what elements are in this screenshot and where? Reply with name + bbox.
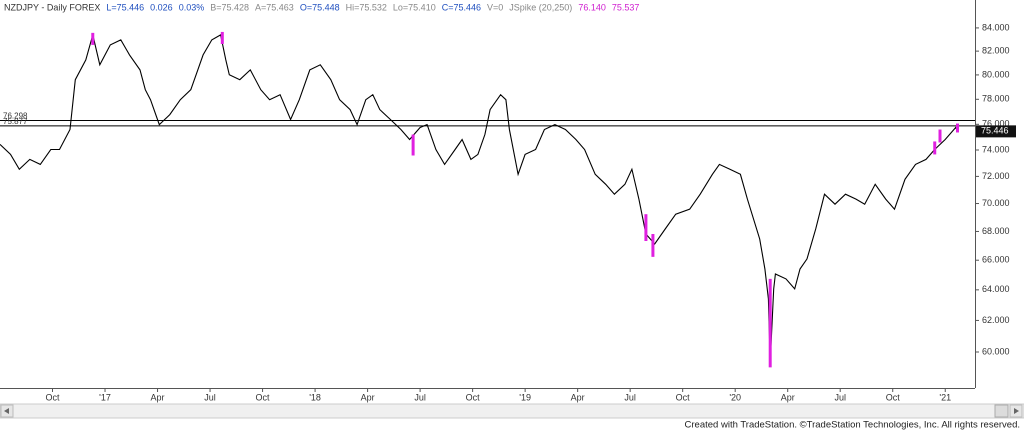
header-item: 76.140 xyxy=(578,2,606,12)
x-tick-label: Oct xyxy=(46,392,61,402)
y-tick-label: 80.000 xyxy=(982,69,1010,79)
y-tick-label: 62.000 xyxy=(982,315,1010,325)
y-tick-label: 76.000 xyxy=(982,119,1010,129)
header-item: Lo=75.410 xyxy=(393,2,436,12)
header-item: O=75.448 xyxy=(300,2,340,12)
scroll-left-arrow xyxy=(4,408,9,414)
header-item: A=75.463 xyxy=(255,2,294,12)
y-tick-label: 84.000 xyxy=(982,22,1010,32)
header-item: Hi=75.532 xyxy=(346,2,387,12)
x-tick-label: Apr xyxy=(361,392,375,402)
y-tick-label: 72.000 xyxy=(982,171,1010,181)
x-tick-label: Apr xyxy=(151,392,165,402)
header-item: 75.537 xyxy=(612,2,640,12)
y-tick-label: 78.000 xyxy=(982,94,1010,104)
horizontal-line-label: 76.298 xyxy=(3,112,28,121)
y-tick-label: 64.000 xyxy=(982,284,1010,294)
horizontal-line-label: 75.877 xyxy=(3,117,28,126)
header-item: JSpike (20,250) xyxy=(509,2,572,12)
price-line xyxy=(0,34,958,363)
x-tick-label: '18 xyxy=(309,392,321,402)
x-tick-label: Oct xyxy=(466,392,481,402)
x-tick-label: '17 xyxy=(99,392,111,402)
x-tick-label: '19 xyxy=(519,392,531,402)
y-tick-label: 74.000 xyxy=(982,144,1010,154)
scroll-right-arrow xyxy=(1014,408,1019,414)
x-tick-label: '20 xyxy=(729,392,741,402)
y-tick-label: 66.000 xyxy=(982,255,1010,265)
header-item: V=0 xyxy=(487,2,503,12)
x-tick-label: Oct xyxy=(256,392,271,402)
x-tick-label: '21 xyxy=(939,392,951,402)
header-item: C=75.446 xyxy=(442,2,481,12)
x-tick-label: Jul xyxy=(204,392,216,402)
y-tick-label: 60.000 xyxy=(982,346,1010,356)
header-item: NZDJPY - Daily FOREX xyxy=(4,2,100,12)
x-tick-label: Apr xyxy=(781,392,795,402)
header-item: B=75.428 xyxy=(210,2,249,12)
header-item: 0.03% xyxy=(179,2,205,12)
last-price-tag xyxy=(976,125,1016,138)
scrollbar[interactable] xyxy=(0,403,1024,419)
header-item: 0.026 xyxy=(150,2,173,12)
y-tick-label: 68.000 xyxy=(982,226,1010,236)
header-item: L=75.446 xyxy=(106,2,144,12)
footer: Created with TradeStation. ©TradeStation… xyxy=(685,420,1020,430)
scroll-thumb[interactable] xyxy=(994,404,1009,418)
x-tick-label: Jul xyxy=(414,392,426,402)
scroll-track[interactable] xyxy=(0,403,1024,419)
x-tick-label: Apr xyxy=(571,392,585,402)
y-tick-label: 82.000 xyxy=(982,46,1010,56)
x-tick-label: Oct xyxy=(676,392,691,402)
x-tick-label: Oct xyxy=(886,392,901,402)
last-price-label: 75.446 xyxy=(981,126,1009,136)
x-tick-label: Jul xyxy=(834,392,846,402)
x-tick-label: Jul xyxy=(624,392,636,402)
y-tick-label: 70.000 xyxy=(982,198,1010,208)
